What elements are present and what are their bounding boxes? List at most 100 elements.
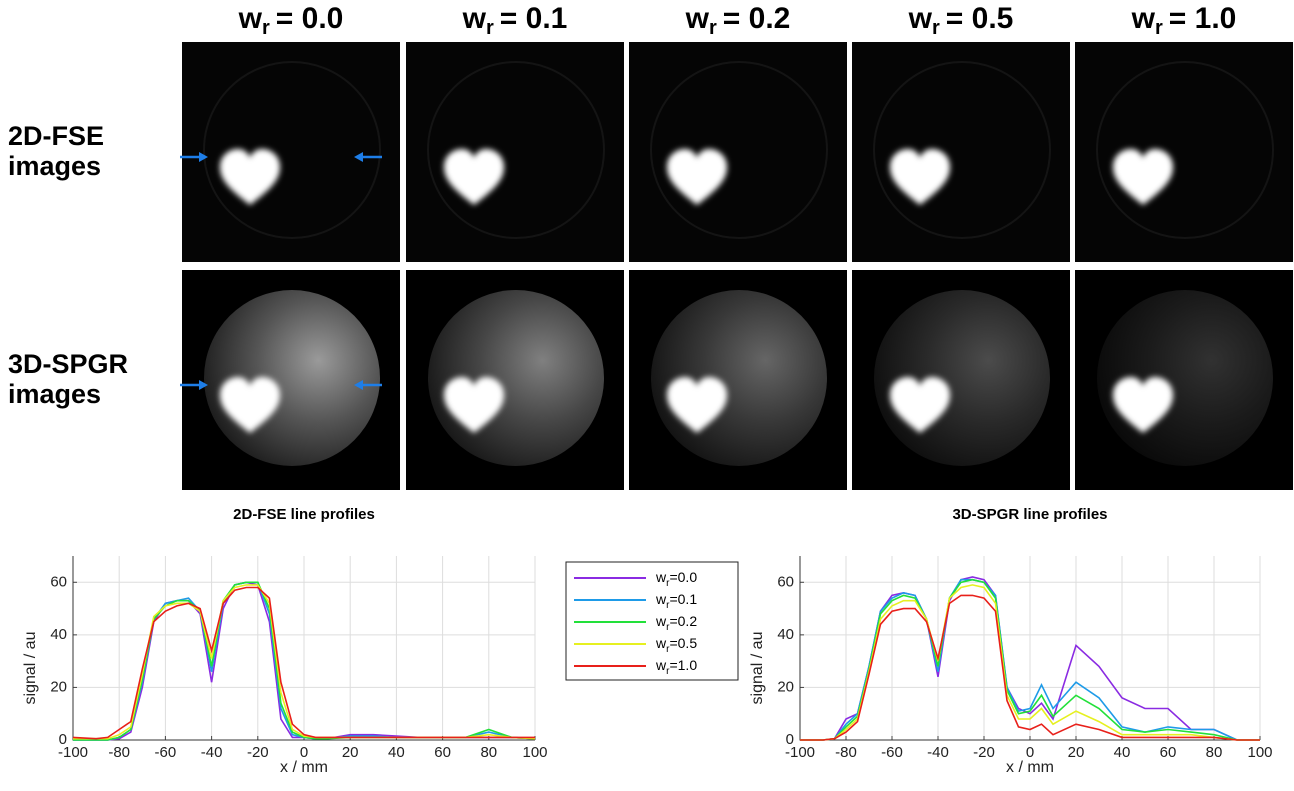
image-panel [852, 42, 1070, 262]
header-value: = 0.1 [500, 2, 568, 35]
x-tick-label: 80 [480, 744, 497, 761]
chart-title: 3D-SPGR line profiles [952, 506, 1107, 523]
legend-value: =1.0 [669, 657, 697, 673]
header-subscript: r [262, 17, 270, 39]
phantom-disc [874, 290, 1050, 466]
x-tick-label: 100 [522, 744, 547, 761]
arrow-head [199, 380, 208, 390]
header-symbol: w [238, 2, 263, 35]
x-tick-label: -60 [155, 744, 177, 761]
image-panel [629, 42, 847, 262]
legend-entry: wr=0.0 [655, 569, 697, 589]
x-tick-label: -40 [927, 744, 949, 761]
y-axis-label: signal / au [749, 632, 766, 705]
row-label: images [8, 151, 101, 181]
column-header: wr = 0.0 [238, 2, 344, 39]
header-value: = 1.0 [1169, 2, 1237, 35]
y-tick-label: 0 [59, 731, 67, 748]
x-tick-label: -80 [835, 744, 857, 761]
column-header: wr = 0.5 [908, 2, 1014, 39]
legend-subscript: r [666, 578, 670, 589]
y-tick-label: 0 [786, 731, 794, 748]
chart-title: 2D-FSE line profiles [233, 506, 375, 523]
column-header: wr = 1.0 [1131, 2, 1237, 39]
header-subscript: r [932, 17, 940, 39]
y-tick-label: 60 [50, 573, 67, 590]
x-tick-label: 100 [1247, 744, 1272, 761]
phantom-disc [651, 290, 827, 466]
header-value: = 0.5 [946, 2, 1014, 35]
x-axis-label: x / mm [1006, 759, 1054, 776]
x-tick-label: -20 [247, 744, 269, 761]
x-tick-label: 0 [300, 744, 308, 761]
legend-symbol: w [655, 569, 667, 585]
profile-line [800, 594, 1260, 741]
phantom-disc [427, 61, 605, 239]
y-tick-label: 40 [50, 626, 67, 643]
phantom-disc [1097, 290, 1273, 466]
x-tick-label: 20 [342, 744, 359, 761]
x-tick-label: -20 [973, 744, 995, 761]
image-background [852, 42, 1070, 262]
column-header: wr = 0.1 [462, 2, 568, 39]
image-panel [406, 42, 624, 262]
x-tick-label: 60 [434, 744, 451, 761]
image-panel [406, 270, 624, 490]
phantom-disc [203, 61, 381, 239]
image-panel [180, 270, 400, 490]
header-subscript: r [709, 17, 717, 39]
header-subscript: r [1155, 17, 1163, 39]
x-tick-label: -100 [58, 744, 88, 761]
image-background [406, 42, 624, 262]
legend-value: =0.2 [669, 613, 697, 629]
profile-line [72, 586, 535, 740]
row-label: 3D-SPGR [8, 349, 128, 379]
x-tick-label: 60 [1160, 744, 1177, 761]
y-tick-label: 20 [777, 678, 794, 695]
legend-value: =0.0 [669, 569, 697, 585]
legend-symbol: w [655, 635, 667, 651]
legend-value: =0.1 [669, 591, 697, 607]
column-header: wr = 0.2 [685, 2, 791, 39]
header-symbol: w [685, 2, 710, 35]
x-tick-label: 40 [1114, 744, 1131, 761]
header-symbol: w [1131, 2, 1156, 35]
image-background [1075, 42, 1293, 262]
legend-entry: wr=0.5 [655, 635, 697, 655]
legend-entry: wr=0.1 [655, 591, 697, 611]
header-subscript: r [486, 17, 494, 39]
x-tick-label: -80 [108, 744, 130, 761]
image-background [629, 42, 847, 262]
legend-symbol: w [655, 657, 667, 673]
x-tick-label: -100 [785, 744, 815, 761]
image-panel [1075, 42, 1293, 262]
header-symbol: w [908, 2, 933, 35]
legend-value: =0.5 [669, 635, 697, 651]
phantom-disc [428, 290, 604, 466]
x-tick-label: 80 [1206, 744, 1223, 761]
header-value: = 0.2 [723, 2, 791, 35]
x-tick-label: -60 [881, 744, 903, 761]
x-tick-label: 20 [1068, 744, 1085, 761]
arrow-head [199, 152, 208, 162]
y-axis-label: signal / au [22, 632, 39, 705]
legend-subscript: r [666, 622, 670, 633]
legend-entry: wr=0.2 [655, 613, 697, 633]
phantom-disc [1096, 61, 1274, 239]
arrow-head [354, 380, 363, 390]
y-tick-label: 40 [777, 626, 794, 643]
y-tick-label: 60 [777, 573, 794, 590]
row-label: images [8, 379, 101, 409]
y-tick-label: 20 [50, 678, 67, 695]
header-value: = 0.0 [276, 2, 344, 35]
legend-symbol: w [655, 591, 667, 607]
image-panel [1075, 270, 1293, 490]
x-tick-label: -40 [201, 744, 223, 761]
row-label: 2D-FSE [8, 121, 104, 151]
x-tick-label: 0 [1026, 744, 1034, 761]
legend-subscript: r [666, 666, 670, 677]
phantom-disc [650, 61, 828, 239]
phantom-disc [204, 290, 380, 466]
legend-entry: wr=1.0 [655, 657, 697, 677]
